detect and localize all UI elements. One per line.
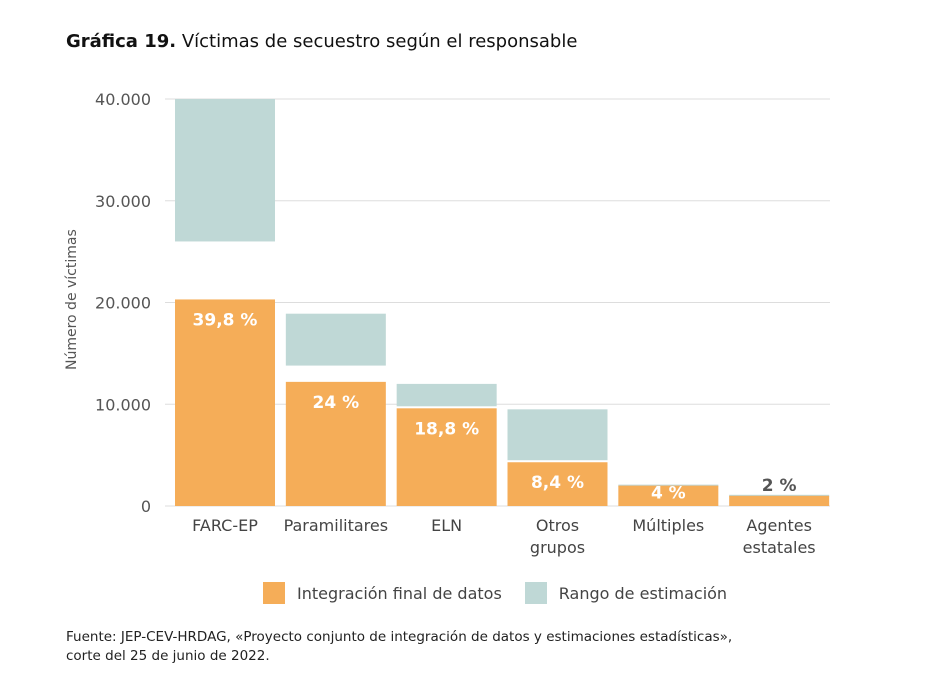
- final-bar-2: [396, 408, 497, 506]
- x-tick-label-0-0: FARC-EP: [192, 516, 258, 535]
- x-tick-label-2-0: ELN: [431, 516, 462, 535]
- x-tick-label-3-0: Otros: [536, 516, 579, 535]
- range-bar-3: [507, 409, 608, 461]
- source-note: Fuente: JEP-CEV-HRDAG, «Proyecto conjunt…: [66, 628, 732, 666]
- data-label-1: 24 %: [313, 393, 360, 413]
- data-label-3: 8,4 %: [531, 473, 584, 493]
- x-tick-label-4-0: Múltiples: [632, 516, 704, 535]
- x-tick-label-3-1: grupos: [530, 538, 585, 557]
- range-bar-2: [396, 383, 497, 407]
- chart-title: Gráfica 19. Víctimas de secuestro según …: [66, 31, 577, 52]
- range-bar-1: [285, 313, 386, 366]
- y-tick-label-1: 10.000: [95, 395, 151, 414]
- y-tick-label-4: 40.000: [95, 90, 151, 109]
- y-tick-label-0: 0: [141, 497, 151, 516]
- x-tick-label-5-1: estatales: [743, 538, 816, 557]
- legend-item-range: Rango de estimación: [524, 582, 728, 604]
- data-label-0: 39,8 %: [193, 310, 258, 330]
- range-bar-0: [175, 99, 275, 242]
- legend-label-final: Integración final de datos: [297, 583, 502, 603]
- final-bar-0: [175, 299, 275, 506]
- chart-title-text: Víctimas de secuestro según el responsab…: [181, 31, 578, 52]
- legend-label-range: Rango de estimación: [558, 583, 728, 603]
- y-tick-label-3: 30.000: [95, 192, 151, 211]
- legend-swatch-range: [524, 582, 547, 604]
- data-label-4: 4 %: [651, 484, 686, 504]
- legend: Integración final de datos Rango de esti…: [263, 582, 750, 604]
- y-axis-label: Número de víctimas: [64, 229, 80, 370]
- x-tick-label-5-0: Agentes: [746, 516, 812, 535]
- final-bar-1: [285, 381, 386, 506]
- final-bar-4: [618, 485, 719, 506]
- x-tick-label-1-0: Paramilitares: [284, 516, 389, 535]
- source-line-1: Fuente: JEP-CEV-HRDAG, «Proyecto conjunt…: [66, 629, 733, 645]
- y-tick-label-2: 20.000: [95, 294, 151, 313]
- source-line-2: corte del 25 de junio de 2022.: [66, 648, 270, 664]
- legend-item-final: Integración final de datos: [263, 582, 502, 604]
- final-bar-5: [729, 495, 830, 506]
- legend-swatch-final: [263, 582, 285, 604]
- bar-chart: 0 10.000 20.000 30.000 40.000 39,8 % FARC-EP 24…: [95, 90, 830, 557]
- data-label-5: 2 %: [762, 476, 797, 496]
- chart-number: Gráfica 19.: [66, 31, 177, 52]
- final-bar-3: [507, 462, 608, 506]
- data-label-2: 18,8 %: [414, 419, 479, 439]
